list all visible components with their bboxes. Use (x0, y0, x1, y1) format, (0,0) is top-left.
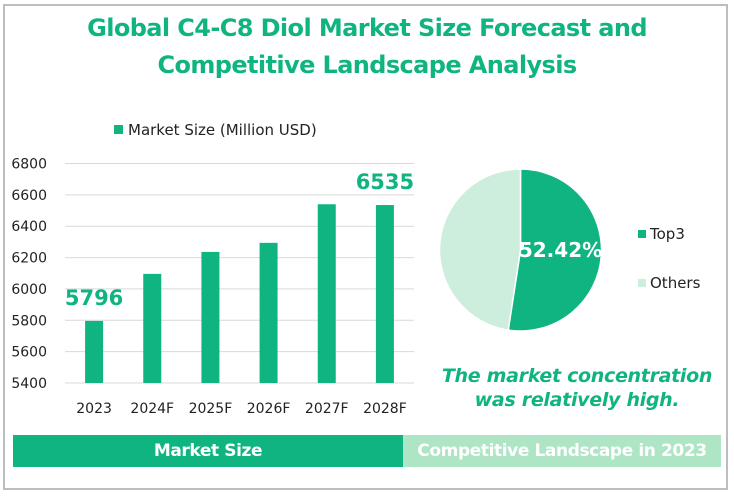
bar-series (85, 204, 394, 383)
x-axis-ticks: 2023 2024F 2025F 2026F 2027F 2028F (76, 401, 406, 417)
y-tick-label: 6800 (11, 157, 47, 173)
bar-legend-swatch (114, 125, 123, 134)
bar-2027F (317, 204, 336, 383)
y-tick-label: 5600 (11, 345, 47, 361)
bar-legend-label: Market Size (Million USD) (128, 121, 317, 139)
y-tick-label: 6000 (11, 282, 47, 298)
banner-market-size: Market Size (13, 435, 403, 467)
conclusion-note: The market concentration was relatively … (420, 364, 734, 412)
bar-2028F (375, 205, 394, 383)
chart-frame (3, 4, 728, 490)
x-tick-label: 2023 (76, 401, 112, 417)
bar-legend: Market Size (Million USD) (114, 121, 317, 139)
pie-legend: Top3 Others (638, 225, 701, 292)
pie-data-labels: 52.42% (519, 238, 602, 262)
title-line-2: Competitive Landscape Analysis (157, 51, 577, 79)
y-tick-label: 5400 (11, 376, 47, 392)
x-tick-label: 2025F (189, 401, 233, 417)
bar-2025F (201, 251, 220, 383)
y-tick-label: 6200 (11, 251, 47, 267)
y-tick-label: 6600 (11, 188, 47, 204)
legend-swatch-top3 (638, 230, 646, 238)
y-tick-label: 5800 (11, 313, 47, 329)
legend-label-top3: Top3 (649, 225, 685, 243)
x-tick-label: 2026F (247, 401, 291, 417)
pie-label-top3: 52.42% (519, 238, 602, 262)
bar-2024F (143, 273, 162, 383)
y-gridlines (65, 163, 414, 384)
banner-competitive-landscape: Competitive Landscape in 2023 (403, 435, 721, 467)
bar-data-labels: 5796 6535 (65, 170, 414, 310)
pie-slice-others (438, 168, 522, 331)
page-title: Global C4-C8 Diol Market Size Forecast a… (0, 10, 734, 84)
x-tick-label: 2027F (305, 401, 349, 417)
bar-2026F (259, 242, 278, 383)
y-tick-label: 6400 (11, 219, 47, 235)
x-tick-label: 2028F (363, 401, 407, 417)
note-line-1: The market concentration (441, 365, 713, 387)
data-label-2023: 5796 (65, 286, 123, 310)
x-tick-label: 2024F (130, 401, 174, 417)
note-line-2: was relatively high. (474, 389, 680, 411)
pie-slice-top3 (507, 168, 603, 332)
bar-2023 (85, 320, 104, 383)
data-label-2028F: 6535 (356, 170, 414, 194)
title-line-1: Global C4-C8 Diol Market Size Forecast a… (87, 14, 647, 42)
y-axis-ticks: 5400 5600 5800 6000 6200 6400 6600 6800 (11, 157, 47, 393)
pie-chart (438, 168, 603, 332)
legend-label-others: Others (650, 274, 701, 292)
legend-swatch-others (638, 279, 646, 287)
